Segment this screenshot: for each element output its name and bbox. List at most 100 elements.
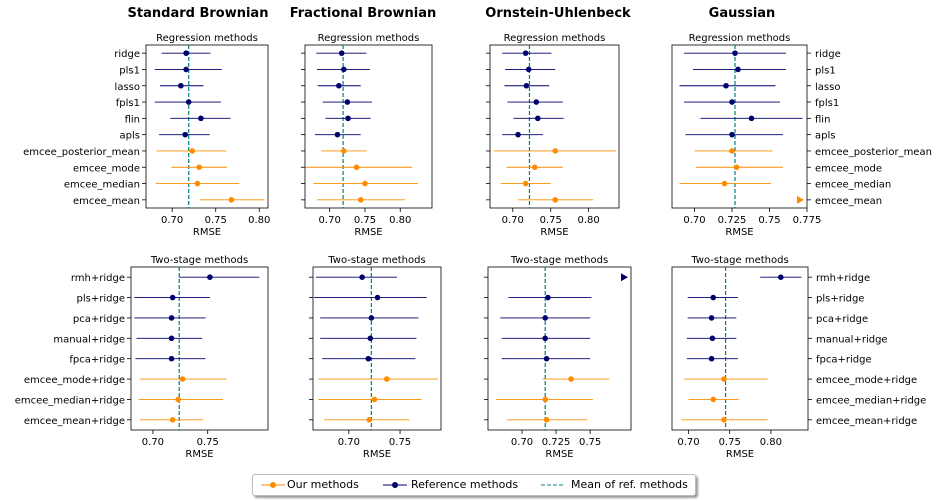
x-axis-label: RMSE: [363, 449, 391, 460]
data-point: [708, 355, 715, 362]
data-point: [552, 197, 559, 203]
panel-title: Two-stage methods: [150, 255, 248, 266]
data-point: [523, 82, 530, 89]
data-point: [542, 396, 548, 403]
data-point: [525, 66, 532, 73]
data-point: [709, 335, 716, 342]
x-tick-label: 0.75: [197, 437, 219, 448]
y-tick-label: pca+ridge: [816, 314, 868, 325]
y-tick-label: emcee_mean+ridge: [816, 416, 917, 427]
data-point: [733, 164, 740, 171]
data-point: [721, 180, 728, 187]
y-tick-label: emcee_mean: [73, 196, 140, 207]
y-tick-label: apls: [120, 131, 140, 142]
y-tick-label: emcee_median: [815, 180, 891, 191]
panel-title: Two-stage methods: [690, 255, 788, 266]
data-point: [228, 197, 235, 203]
x-tick-label: 0.70: [319, 215, 341, 226]
data-point: [365, 355, 372, 362]
legend-reference-marker: [383, 482, 407, 488]
y-tick-label: emcee_median+ridge: [816, 395, 926, 406]
y-tick-label: emcee_median: [64, 180, 140, 191]
plot-frame: [489, 44, 620, 209]
data-point: [552, 148, 559, 154]
data-point: [341, 148, 347, 154]
x-tick-label: 0.725: [718, 215, 747, 226]
y-tick-label: emcee_mode: [815, 163, 882, 174]
data-point: [522, 180, 529, 187]
data-point: [721, 417, 727, 423]
y-tick-label: fpca+ridge: [69, 355, 125, 366]
plot-frame: [671, 44, 808, 209]
x-tick-label: 0.70: [683, 215, 705, 226]
y-tick-label: lasso: [815, 82, 840, 93]
data-point: [179, 376, 186, 382]
data-point: [708, 315, 715, 321]
x-tick-label: 0.80: [389, 215, 411, 226]
offscale-marker: [797, 195, 804, 204]
data-point: [168, 315, 175, 321]
y-tick-label: fpca+ridge: [816, 355, 872, 366]
data-point: [367, 335, 374, 342]
x-axis-label: RMSE: [540, 227, 568, 238]
x-tick-label: 0.80: [760, 437, 782, 448]
data-point: [338, 50, 345, 56]
x-tick-label: 0.75: [354, 215, 376, 226]
y-tick-label: pls+ridge: [77, 294, 125, 305]
panel-title: Regression methods: [156, 33, 258, 44]
data-point: [182, 131, 189, 138]
x-tick-label: 0.725: [542, 437, 571, 448]
data-point: [568, 376, 574, 382]
y-tick-label: lasso: [115, 82, 140, 93]
y-tick-label: emcee_posterior_mean: [23, 147, 140, 158]
y-tick-label: flin: [125, 114, 140, 125]
plot-frame: [487, 266, 632, 431]
y-tick-label: emcee_mode+ridge: [24, 375, 125, 386]
column-title-fractional-brownian: Fractional Brownian: [289, 6, 437, 21]
data-point: [353, 164, 360, 171]
data-point: [344, 99, 351, 105]
y-tick-label: ridge: [114, 49, 140, 60]
panel-title: Two-stage methods: [327, 255, 425, 266]
data-point: [542, 315, 548, 321]
data-point: [729, 131, 735, 138]
data-point: [735, 66, 741, 73]
y-tick-label: rmh+ridge: [71, 273, 125, 284]
plot-frame: [304, 44, 433, 209]
legend-mean-marker: [541, 484, 565, 486]
data-point: [545, 294, 551, 301]
y-tick-label: pls1: [815, 65, 836, 76]
x-tick-label: 0.75: [719, 437, 741, 448]
data-point: [710, 294, 717, 301]
x-tick-label: 0.80: [578, 215, 600, 226]
data-point: [543, 417, 550, 423]
x-axis-label: RMSE: [545, 449, 573, 460]
y-tick-label: emcee_mode: [73, 163, 140, 174]
data-point: [732, 50, 738, 56]
x-tick-label: 0.75: [205, 215, 227, 226]
panel-title: Regression methods: [689, 33, 791, 44]
x-tick-label: 0.70: [142, 437, 164, 448]
y-tick-label: emcee_mean+ridge: [24, 416, 125, 427]
offscale-marker: [621, 273, 628, 282]
column-title-gaussian: Gaussian: [708, 6, 776, 21]
data-point: [371, 396, 378, 403]
x-axis-label: RMSE: [725, 227, 753, 238]
data-point: [366, 417, 373, 423]
y-tick-label: emcee_median+ridge: [15, 395, 125, 406]
x-tick-label: 0.70: [502, 215, 524, 226]
x-tick-label: 0.75: [758, 215, 780, 226]
plot-frame: [145, 44, 269, 209]
plot-frame: [130, 266, 269, 431]
y-tick-label: manual+ridge: [816, 334, 888, 345]
y-tick-label: fpls1: [815, 98, 839, 109]
x-axis-label: RMSE: [726, 449, 754, 460]
y-tick-label: apls: [815, 131, 835, 142]
data-point: [778, 274, 784, 280]
data-point: [359, 274, 365, 280]
data-point: [345, 115, 351, 122]
x-axis-label: RMSE: [185, 449, 213, 460]
legend: Our methods Reference methods Mean of re…: [252, 474, 696, 496]
data-point: [535, 115, 541, 122]
